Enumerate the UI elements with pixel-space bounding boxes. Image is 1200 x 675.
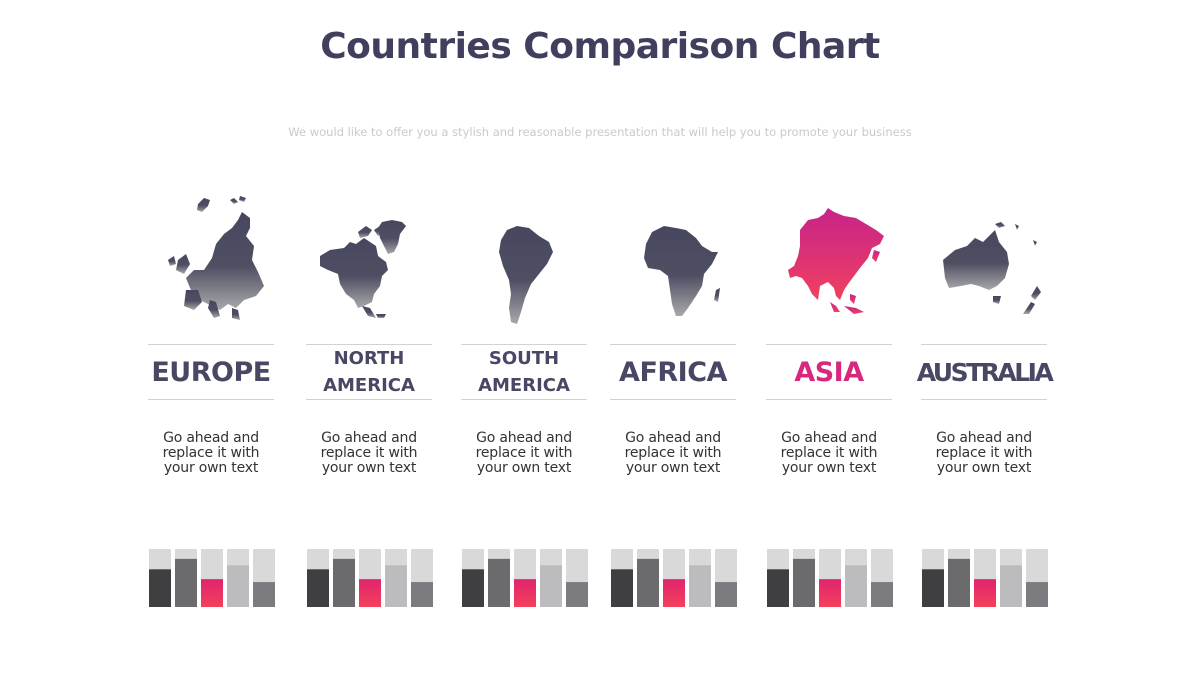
divider-top xyxy=(610,344,736,345)
bar-2 xyxy=(333,558,355,607)
continent-europe: EUROPE Go ahead and replace it with your… xyxy=(146,190,276,620)
bar-1 xyxy=(922,569,944,607)
australia-map-icon xyxy=(943,222,1041,314)
bar-1 xyxy=(462,569,484,607)
africa-map-icon xyxy=(644,226,720,316)
continent-name: AFRICA xyxy=(619,356,727,388)
bar-2 xyxy=(488,558,510,607)
bar-3 xyxy=(663,579,685,607)
bar-3 xyxy=(974,579,996,607)
bar-group-asia xyxy=(767,549,893,607)
divider-bottom xyxy=(461,399,587,400)
bar-1 xyxy=(611,569,633,607)
continent-description: Go ahead and replace it with your own te… xyxy=(162,430,260,476)
divider-bottom xyxy=(921,399,1047,400)
bar-3 xyxy=(514,579,536,607)
continent-description: Go ahead and replace it with your own te… xyxy=(624,430,722,476)
continent-north-america: NORTH AMERICA Go ahead and replace it wi… xyxy=(304,190,434,620)
divider-bottom xyxy=(148,399,274,400)
continent-description: Go ahead and replace it with your own te… xyxy=(780,430,878,476)
bar-3 xyxy=(201,579,223,607)
bar-4 xyxy=(689,565,711,607)
bar-4 xyxy=(385,565,407,607)
bar-4 xyxy=(540,565,562,607)
bar-4 xyxy=(227,565,249,607)
bar-1 xyxy=(767,569,789,607)
divider-bottom xyxy=(766,399,892,400)
bar-5 xyxy=(566,582,588,607)
continent-asia: ASIA Go ahead and replace it with your o… xyxy=(764,190,894,620)
europe-map-icon xyxy=(168,196,264,320)
divider-bottom xyxy=(610,399,736,400)
continent-name: EUROPE xyxy=(151,356,271,388)
divider-top xyxy=(306,344,432,345)
north-america-map-icon xyxy=(320,220,406,318)
bar-2 xyxy=(948,558,970,607)
bar-4 xyxy=(1000,565,1022,607)
bar-5 xyxy=(411,582,433,607)
continent-south-america: SOUTH AMERICA Go ahead and replace it wi… xyxy=(459,190,589,620)
divider-top xyxy=(921,344,1047,345)
bar-5 xyxy=(253,582,275,607)
bar-group-australia xyxy=(922,549,1048,607)
south-america-map-icon xyxy=(499,226,553,324)
bar-1 xyxy=(307,569,329,607)
bar-2 xyxy=(637,558,659,607)
continent-description: Go ahead and replace it with your own te… xyxy=(320,430,418,476)
bar-2 xyxy=(793,558,815,607)
continent-name: AUSTRALIA xyxy=(916,357,1054,387)
bar-3 xyxy=(359,579,381,607)
bar-group-africa xyxy=(611,549,737,607)
asia-map-icon xyxy=(788,208,884,314)
bar-group-europe xyxy=(149,549,275,607)
divider-top xyxy=(148,344,274,345)
divider-bottom xyxy=(306,399,432,400)
bar-1 xyxy=(149,569,171,607)
page-subtitle: We would like to offer you a stylish and… xyxy=(288,125,912,139)
bar-group-north-america xyxy=(307,549,433,607)
bar-3 xyxy=(819,579,841,607)
divider-top xyxy=(461,344,587,345)
continent-name: SOUTH AMERICA xyxy=(478,348,570,396)
bar-5 xyxy=(715,582,737,607)
bar-5 xyxy=(871,582,893,607)
continent-name: ASIA xyxy=(794,356,864,388)
continent-description: Go ahead and replace it with your own te… xyxy=(475,430,573,476)
page-title: Countries Comparison Chart xyxy=(320,26,880,67)
continent-description: Go ahead and replace it with your own te… xyxy=(935,430,1033,476)
divider-top xyxy=(766,344,892,345)
bar-4 xyxy=(845,565,867,607)
bar-group-south-america xyxy=(462,549,588,607)
continent-australia: AUSTRALIA Go ahead and replace it with y… xyxy=(917,190,1054,620)
bar-5 xyxy=(1026,582,1048,607)
bar-2 xyxy=(175,558,197,607)
continent-name: NORTH AMERICA xyxy=(323,348,415,396)
continent-africa: AFRICA Go ahead and replace it with your… xyxy=(608,190,738,620)
